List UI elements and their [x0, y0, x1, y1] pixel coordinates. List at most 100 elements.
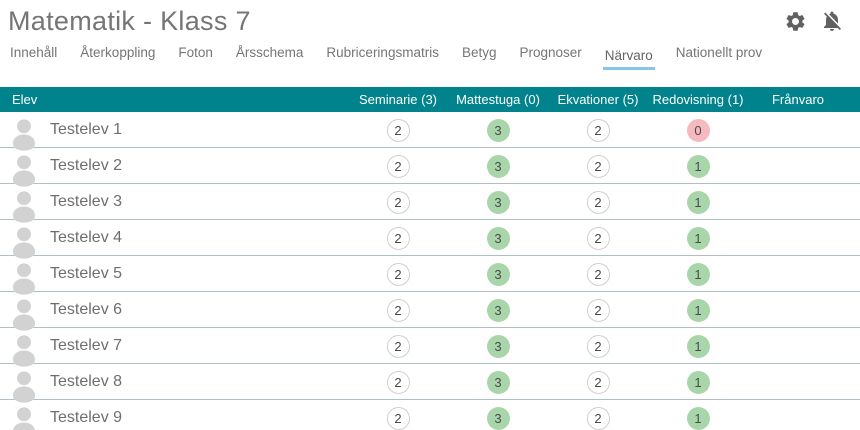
seminarie-cell: 2 [348, 118, 448, 142]
ekvationer-badge[interactable]: 2 [586, 190, 610, 214]
ekvationer-badge[interactable]: 2 [586, 406, 610, 430]
mattestuga-cell: 3 [448, 226, 548, 250]
ekvationer-cell: 2 [548, 118, 648, 142]
seminarie-badge[interactable]: 2 [386, 190, 410, 214]
tab-prognoser[interactable]: Prognoser [519, 45, 582, 60]
mattestuga-badge[interactable]: 3 [486, 334, 510, 358]
seminarie-badge[interactable]: 2 [386, 334, 410, 358]
table-row[interactable]: Testelev 5 2 3 2 1 [0, 256, 860, 295]
tab-innehall[interactable]: Innehåll [10, 45, 58, 60]
mattestuga-cell: 3 [448, 190, 548, 214]
redovisning-cell: 1 [648, 262, 748, 286]
student-name: Testelev 1 [50, 121, 123, 138]
student-name: Testelev 6 [50, 301, 123, 318]
student-cell: Testelev 9 [0, 400, 348, 430]
redovisning-badge[interactable]: 0 [686, 118, 710, 142]
table-row[interactable]: Testelev 4 2 3 2 1 [0, 220, 860, 259]
seminarie-badge[interactable]: 2 [386, 118, 410, 142]
redovisning-badge[interactable]: 1 [686, 298, 710, 322]
table-row[interactable]: Testelev 7 2 3 2 1 [0, 328, 860, 367]
tab-narvaro[interactable]: Närvaro [602, 43, 655, 70]
tab-arsschema[interactable]: Årsschema [235, 45, 304, 60]
tab-rubriceringsmatris[interactable]: Rubriceringsmatris [326, 45, 439, 60]
page-header: Matematik - Klass 7 [0, 0, 860, 37]
student-name: Testelev 5 [50, 265, 123, 282]
notifications-off-icon[interactable] [820, 9, 844, 33]
tab-aterkoppling[interactable]: Återkoppling [80, 45, 156, 60]
mattestuga-cell: 3 [448, 154, 548, 178]
ekvationer-badge[interactable]: 2 [586, 298, 610, 322]
ekvationer-cell: 2 [548, 298, 648, 322]
redovisning-cell: 1 [648, 226, 748, 250]
column-header-franvaro: Frånvaro [771, 92, 825, 107]
mattestuga-badge[interactable]: 3 [486, 226, 510, 250]
mattestuga-badge[interactable]: 3 [486, 298, 510, 322]
mattestuga-badge[interactable]: 3 [486, 154, 510, 178]
student-name: Testelev 4 [50, 229, 123, 246]
ekvationer-badge[interactable]: 2 [586, 154, 610, 178]
ekvationer-cell: 2 [548, 226, 648, 250]
seminarie-cell: 2 [348, 298, 448, 322]
mattestuga-cell: 3 [448, 406, 548, 430]
table-row[interactable]: Testelev 9 2 3 2 1 [0, 400, 860, 430]
table-row[interactable]: Testelev 2 2 3 2 1 [0, 148, 860, 187]
seminarie-badge[interactable]: 2 [386, 370, 410, 394]
seminarie-badge[interactable]: 2 [386, 154, 410, 178]
mattestuga-badge[interactable]: 3 [486, 262, 510, 286]
student-avatar-icon [8, 367, 40, 405]
mattestuga-badge[interactable]: 3 [486, 190, 510, 214]
redovisning-cell: 1 [648, 298, 748, 322]
student-cell: Testelev 6 [0, 292, 348, 331]
seminarie-badge[interactable]: 2 [386, 226, 410, 250]
column-header-elev: Elev [12, 92, 38, 107]
student-name: Testelev 7 [50, 337, 123, 354]
redovisning-badge[interactable]: 1 [686, 226, 710, 250]
redovisning-cell: 1 [648, 406, 748, 430]
table-row[interactable]: Testelev 8 2 3 2 1 [0, 364, 860, 403]
tab-nationellt-prov[interactable]: Nationellt prov [675, 45, 763, 60]
student-avatar-icon [8, 151, 40, 189]
student-table-body: Testelev 1 2 3 2 0 Testelev 2 2 3 2 1 Testelev 3 2 3… [0, 112, 860, 430]
student-cell: Testelev 4 [0, 220, 348, 259]
table-row[interactable]: Testelev 3 2 3 2 1 [0, 184, 860, 223]
page-title: Matematik - Klass 7 [8, 6, 251, 36]
redovisning-badge[interactable]: 1 [686, 190, 710, 214]
mattestuga-badge[interactable]: 3 [486, 370, 510, 394]
mattestuga-cell: 3 [448, 262, 548, 286]
tab-betyg[interactable]: Betyg [461, 45, 497, 60]
student-avatar-icon [8, 115, 40, 153]
student-avatar-icon [8, 295, 40, 333]
tab-bar: Innehåll Återkoppling Foton Årsschema Rubric… [0, 40, 860, 70]
table-row[interactable]: Testelev 1 2 3 2 0 [0, 112, 860, 151]
seminarie-cell: 2 [348, 154, 448, 178]
redovisning-badge[interactable]: 1 [686, 406, 710, 430]
table-row[interactable]: Testelev 6 2 3 2 1 [0, 292, 860, 331]
seminarie-badge[interactable]: 2 [386, 298, 410, 322]
ekvationer-cell: 2 [548, 262, 648, 286]
student-name: Testelev 2 [50, 157, 123, 174]
ekvationer-badge[interactable]: 2 [586, 334, 610, 358]
mattestuga-cell: 3 [448, 370, 548, 394]
student-cell: Testelev 5 [0, 256, 348, 295]
tab-foton[interactable]: Foton [178, 45, 213, 60]
ekvationer-badge[interactable]: 2 [586, 226, 610, 250]
settings-icon[interactable] [783, 9, 807, 33]
ekvationer-badge[interactable]: 2 [586, 370, 610, 394]
redovisning-badge[interactable]: 1 [686, 334, 710, 358]
column-header-ekvationer: Ekvationer (5) [557, 92, 639, 107]
student-avatar-icon [8, 403, 40, 430]
seminarie-badge[interactable]: 2 [386, 406, 410, 430]
seminarie-badge[interactable]: 2 [386, 262, 410, 286]
redovisning-badge[interactable]: 1 [686, 262, 710, 286]
mattestuga-badge[interactable]: 3 [486, 118, 510, 142]
mattestuga-badge[interactable]: 3 [486, 406, 510, 430]
ekvationer-cell: 2 [548, 190, 648, 214]
ekvationer-badge[interactable]: 2 [586, 118, 610, 142]
ekvationer-badge[interactable]: 2 [586, 262, 610, 286]
table-header-row: Elev Seminarie (3) Mattestuga (0) Ekvatione… [0, 87, 860, 112]
student-cell: Testelev 3 [0, 184, 348, 223]
redovisning-cell: 1 [648, 334, 748, 358]
redovisning-badge[interactable]: 1 [686, 370, 710, 394]
redovisning-badge[interactable]: 1 [686, 154, 710, 178]
